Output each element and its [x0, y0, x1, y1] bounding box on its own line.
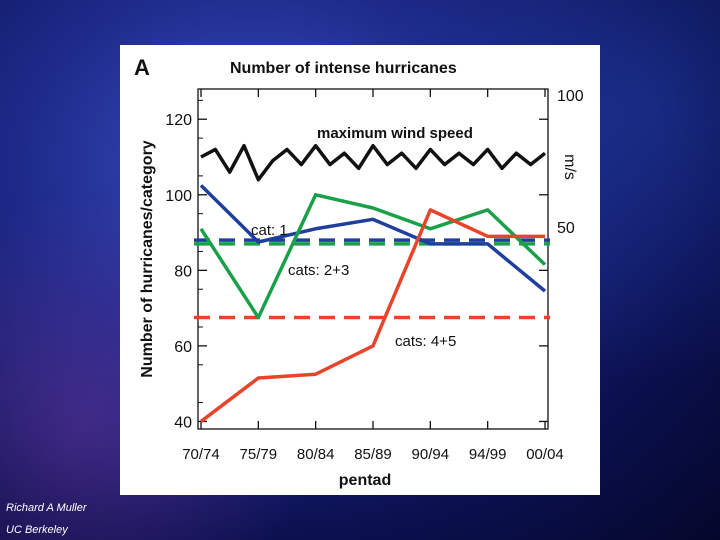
x-tick-label: 00/04	[526, 446, 564, 463]
right-axis-label: m/s	[561, 154, 578, 180]
axis-ticks	[198, 89, 548, 429]
y-tick-label: 120	[165, 112, 192, 129]
label-cat1: cat: 1	[251, 222, 288, 239]
x-tick-labels: 70/74 75/79 80/84 85/89 90/94 94/99 00/04	[182, 446, 564, 463]
hurricane-chart: A Number of intense hurricanes 40 60 80 100…	[134, 55, 584, 489]
series-labels: maximum wind speed cat: 1 cats: 2+3 cats…	[251, 125, 473, 350]
y-tick-label: 60	[174, 339, 192, 356]
right-tick-label: 100	[557, 88, 584, 105]
series-line-cats-4-5	[199, 208, 545, 423]
x-tick-label: 85/89	[354, 446, 392, 463]
x-tick-label: 90/94	[412, 446, 450, 463]
y-tick-label: 100	[165, 188, 192, 205]
x-tick-label: 80/84	[297, 446, 335, 463]
y-tick-label: 80	[174, 263, 192, 280]
x-axis-label: pentad	[339, 472, 391, 489]
y-tick-label: 40	[174, 414, 192, 431]
right-tick-label: 50	[557, 220, 575, 237]
label-cat23: cats: 2+3	[288, 262, 349, 279]
x-tick-label: 94/99	[469, 446, 507, 463]
x-tick-label: 75/79	[240, 446, 278, 463]
x-tick-label: 70/74	[182, 446, 220, 463]
mean-dashed-lines	[194, 238, 550, 320]
credit-organization: UC Berkeley	[6, 524, 68, 536]
chart-title: Number of intense hurricanes	[230, 60, 457, 77]
series-line-cats-2-3	[199, 193, 547, 320]
credit-author: Richard A Muller	[6, 502, 87, 514]
label-cat45: cats: 4+5	[395, 333, 456, 350]
chart-figure: A Number of intense hurricanes 40 60 80 100…	[120, 45, 600, 495]
y-axis-label: Number of hurricanes/category	[139, 140, 156, 378]
right-tick-labels: 50 100	[557, 88, 584, 237]
y-tick-labels: 40 60 80 100 120	[165, 112, 192, 431]
label-max-wind: maximum wind speed	[317, 125, 473, 142]
series-line-maximum-wind-speed	[200, 143, 547, 182]
series-lines	[199, 143, 547, 423]
panel-label: A	[134, 55, 150, 80]
series-line-cat-1	[199, 184, 547, 293]
